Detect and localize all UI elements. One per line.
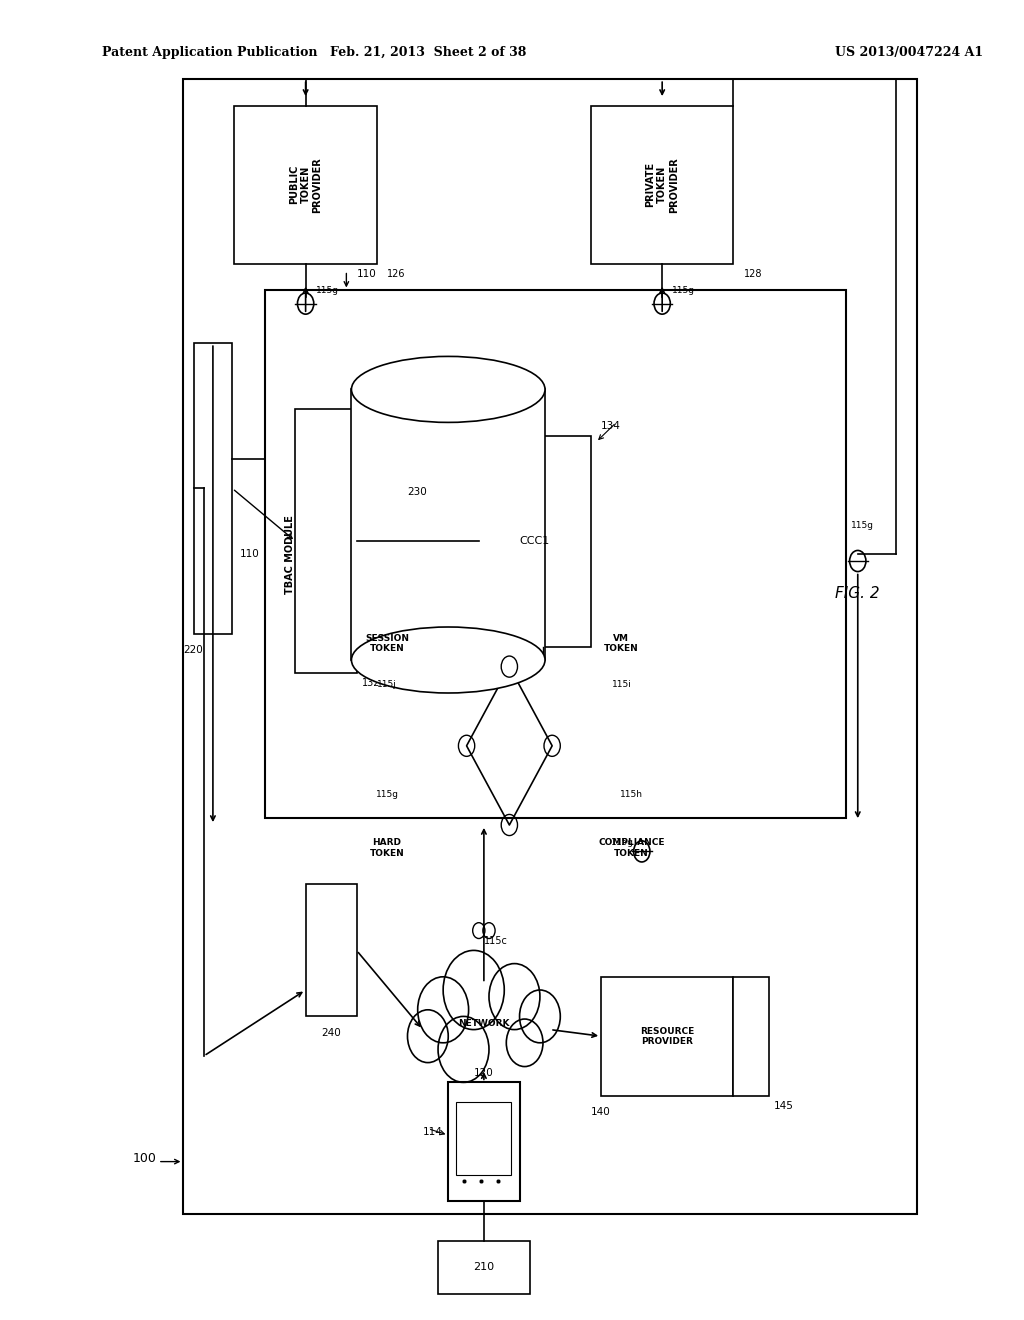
Text: 140: 140 <box>591 1107 610 1118</box>
FancyBboxPatch shape <box>296 409 356 673</box>
Ellipse shape <box>351 356 545 422</box>
Text: SESSION
TOKEN: SESSION TOKEN <box>366 634 410 653</box>
Text: 110: 110 <box>240 549 260 560</box>
Text: NETWORK: NETWORK <box>458 1019 510 1027</box>
Ellipse shape <box>351 627 545 693</box>
Text: 100: 100 <box>132 1151 157 1164</box>
FancyBboxPatch shape <box>479 436 591 647</box>
Text: US 2013/0047224 A1: US 2013/0047224 A1 <box>836 46 983 59</box>
Circle shape <box>418 977 469 1043</box>
Text: 145: 145 <box>774 1101 794 1111</box>
Text: 115g: 115g <box>376 789 398 799</box>
Text: CCC1: CCC1 <box>520 536 550 546</box>
FancyBboxPatch shape <box>265 290 846 818</box>
Text: 115g: 115g <box>611 838 634 847</box>
Circle shape <box>506 1019 543 1067</box>
FancyBboxPatch shape <box>305 884 356 1016</box>
Circle shape <box>443 950 504 1030</box>
FancyBboxPatch shape <box>194 343 232 634</box>
Text: 240: 240 <box>322 1028 341 1039</box>
Text: 220: 220 <box>183 645 203 656</box>
Text: VM
TOKEN: VM TOKEN <box>604 634 639 653</box>
Text: 115h: 115h <box>621 789 643 799</box>
Text: 115g: 115g <box>851 521 873 531</box>
Text: 115g: 115g <box>315 286 339 296</box>
FancyBboxPatch shape <box>591 106 733 264</box>
Text: 115j: 115j <box>377 680 397 689</box>
Circle shape <box>489 964 540 1030</box>
Text: 110: 110 <box>356 269 376 280</box>
FancyBboxPatch shape <box>457 1102 511 1175</box>
Text: 114: 114 <box>423 1127 442 1138</box>
Bar <box>183 79 916 1214</box>
Text: PUBLIC
TOKEN
PROVIDER: PUBLIC TOKEN PROVIDER <box>289 157 323 213</box>
Text: 115g: 115g <box>673 286 695 296</box>
Circle shape <box>438 1016 489 1082</box>
Text: HARD
TOKEN: HARD TOKEN <box>370 838 404 858</box>
Text: 120: 120 <box>474 1068 494 1078</box>
Text: COMPLIANCE
TOKEN: COMPLIANCE TOKEN <box>598 838 665 858</box>
Text: Patent Application Publication: Patent Application Publication <box>101 46 317 59</box>
Text: Feb. 21, 2013  Sheet 2 of 38: Feb. 21, 2013 Sheet 2 of 38 <box>330 46 526 59</box>
FancyBboxPatch shape <box>733 977 769 1096</box>
Text: 134: 134 <box>601 421 621 432</box>
Circle shape <box>519 990 560 1043</box>
FancyBboxPatch shape <box>234 106 377 264</box>
Text: 126: 126 <box>387 269 406 280</box>
Text: 128: 128 <box>743 269 762 280</box>
Text: 210: 210 <box>473 1262 495 1272</box>
Text: PRIVATE
TOKEN
PROVIDER: PRIVATE TOKEN PROVIDER <box>645 157 679 213</box>
Circle shape <box>408 1010 449 1063</box>
FancyBboxPatch shape <box>438 1241 529 1294</box>
Text: 132: 132 <box>361 678 380 689</box>
Bar <box>351 389 545 660</box>
Text: RESOURCE
PROVIDER: RESOURCE PROVIDER <box>640 1027 694 1045</box>
Text: TBAC MODULE: TBAC MODULE <box>286 515 295 594</box>
Text: 230: 230 <box>408 487 427 498</box>
Text: FIG. 2: FIG. 2 <box>836 586 880 602</box>
Text: 115i: 115i <box>611 680 632 689</box>
FancyBboxPatch shape <box>601 977 733 1096</box>
Text: 115c: 115c <box>484 936 508 946</box>
FancyBboxPatch shape <box>449 1082 519 1201</box>
